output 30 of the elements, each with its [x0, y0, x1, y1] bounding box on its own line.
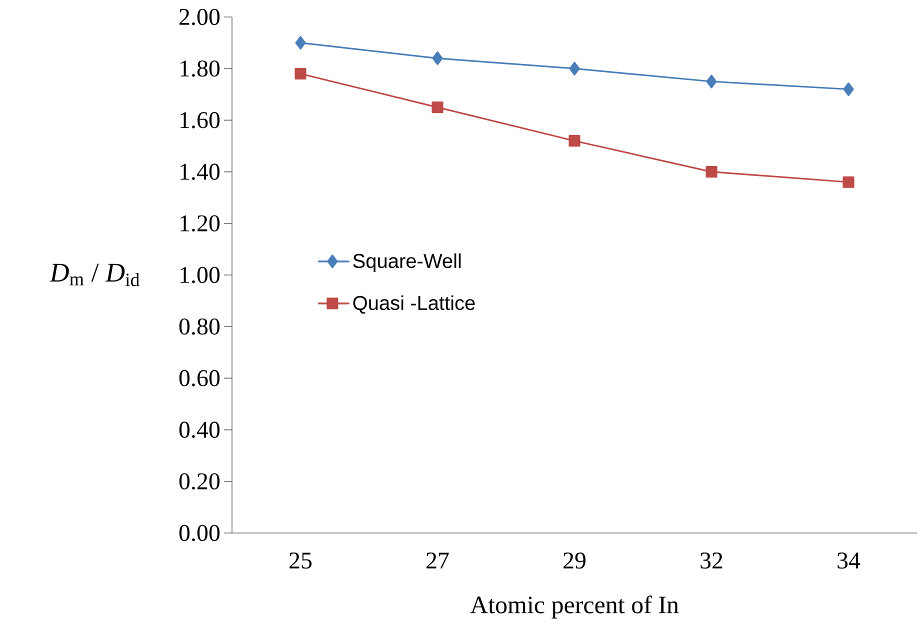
- y-tick-label: 0.20: [179, 473, 220, 490]
- legend-label: Square-Well: [353, 253, 461, 272]
- x-axis-title: Atomic percent of In: [470, 596, 679, 618]
- y-tick-label: 0.00: [179, 524, 220, 542]
- point: [706, 166, 718, 178]
- point: [569, 62, 580, 76]
- point: [843, 82, 854, 96]
- y-tick-label: 0.60: [179, 370, 220, 386]
- y-tick-label: 1.00: [180, 266, 220, 284]
- x-tick-label: 34: [838, 552, 860, 569]
- y-tick-label: 0.80: [179, 318, 220, 335]
- y-tick-label: 1.20: [180, 215, 220, 232]
- point: [842, 176, 854, 188]
- y-axis-title: D$_{m}$ / D$_{id}$: [50, 264, 140, 286]
- y-tick-label: 1.80: [180, 60, 220, 77]
- x-tick-label: 27: [426, 552, 449, 568]
- x-tick-label: 25: [290, 552, 312, 569]
- point: [432, 102, 444, 114]
- x-tick-label: 32: [700, 552, 722, 569]
- y-tick-label: 0.40: [179, 422, 220, 438]
- y-tick-label: 1.40: [180, 164, 220, 180]
- y-tick-label: 1.60: [180, 112, 220, 128]
- point: [295, 36, 306, 50]
- legend-label: Quasi -Lattice: [353, 295, 475, 314]
- point: [432, 51, 443, 66]
- point: [568, 135, 580, 147]
- point: [706, 74, 717, 88]
- x-tick-label: 29: [564, 552, 586, 569]
- point: [294, 68, 306, 80]
- y-tick-label: 2.00: [180, 8, 220, 26]
